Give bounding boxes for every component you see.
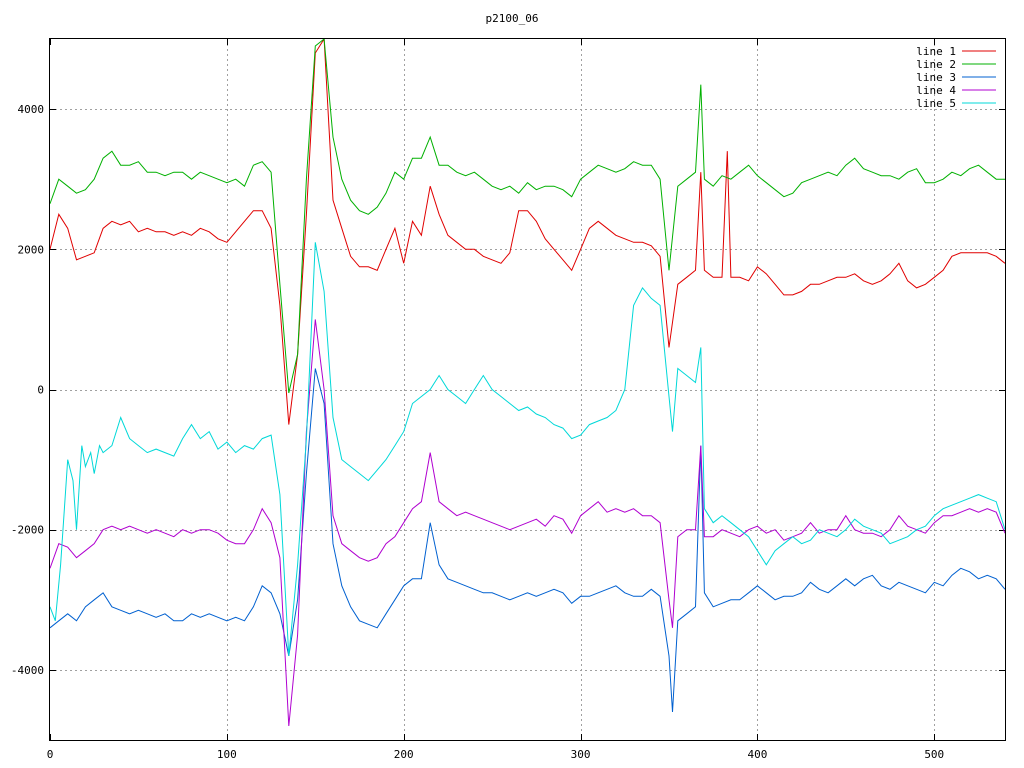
legend-label: line 1 [916,45,956,58]
series-line-3 [50,368,1005,713]
grid [50,39,1005,740]
y-tick-label: -4000 [11,664,44,677]
legend-label: line 3 [916,71,956,84]
series-line-1 [50,39,1005,425]
legend-label: line 2 [916,58,956,71]
legend-label: line 5 [916,97,956,110]
y-tick-label: 4000 [18,103,45,116]
series-lines [50,39,1005,727]
x-tick-label: 200 [394,748,414,761]
y-tick-label: 0 [37,384,44,397]
x-tick-label: 500 [924,748,944,761]
axis-ticks: 0 100 200 300 400 500 -4000 -2000 0 2000 4000 [11,39,1005,761]
series-line-4 [50,319,1005,727]
series-line-2 [50,39,1005,394]
chart-title: p2100_06 [486,12,539,25]
legend-label: line 4 [916,84,956,97]
x-tick-label: 0 [47,748,54,761]
x-tick-label: 100 [217,748,237,761]
y-tick-label: 2000 [18,243,45,256]
x-tick-label: 400 [747,748,767,761]
series-line-5 [50,242,1005,656]
y-tick-label: -2000 [11,524,44,537]
plot-frame [49,38,1006,741]
x-tick-label: 300 [571,748,591,761]
